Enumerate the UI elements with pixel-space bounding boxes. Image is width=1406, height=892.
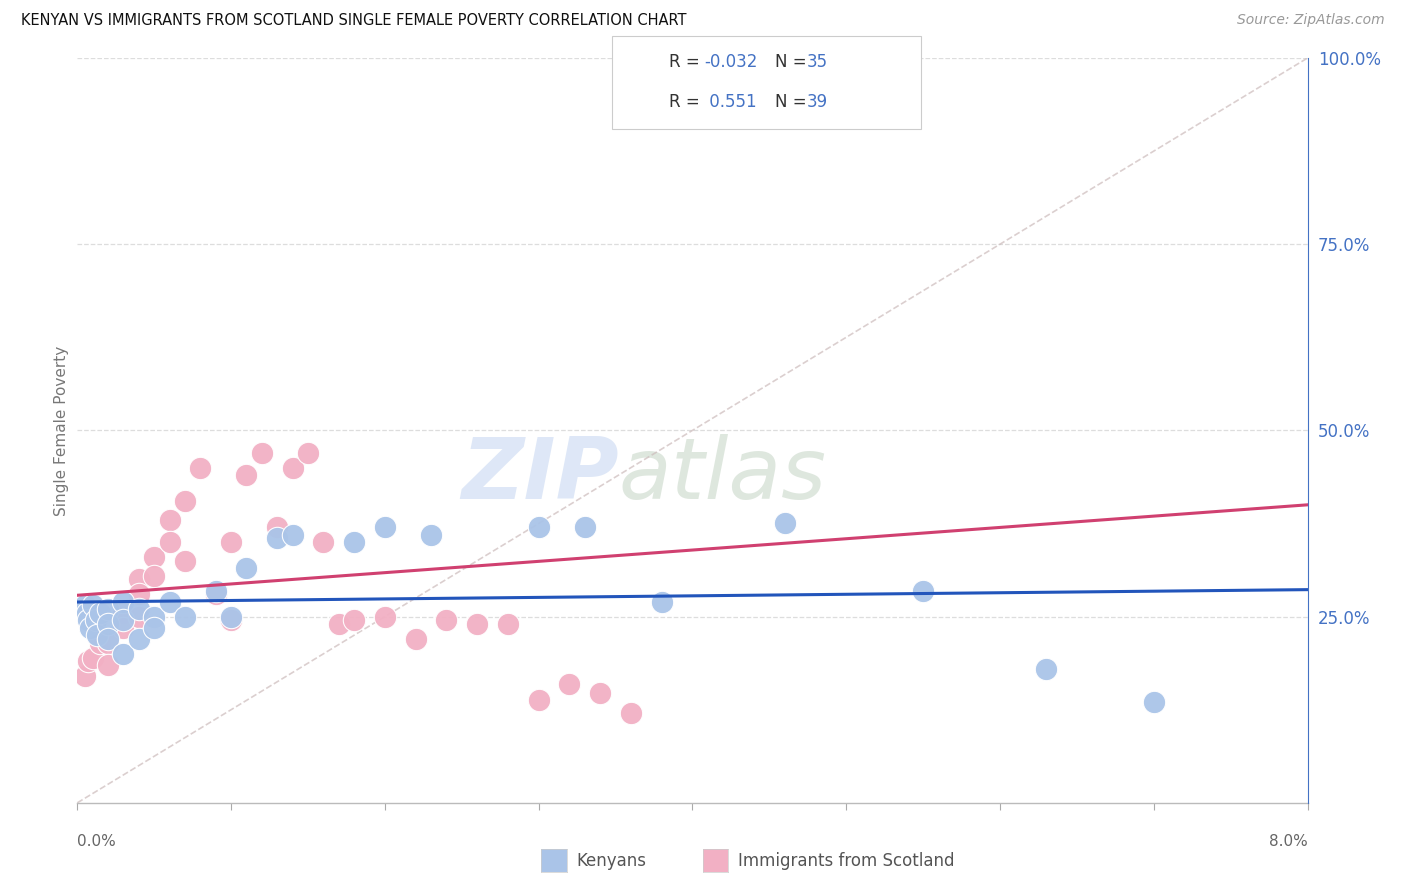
Point (190, 460, 212, 475)
Point (143, 621, 166, 635)
Point (527, 693, 550, 707)
Text: 35: 35 (807, 53, 828, 70)
Point (97, 658, 120, 673)
Point (112, 647, 135, 661)
Point (128, 632, 150, 646)
Point (143, 549, 166, 564)
Point (112, 613, 135, 627)
Point (651, 595, 673, 609)
Point (496, 617, 519, 632)
Point (174, 554, 197, 568)
Text: Immigrants from Scotland: Immigrants from Scotland (738, 852, 955, 870)
Point (159, 595, 181, 609)
Text: KENYAN VS IMMIGRANTS FROM SCOTLAND SINGLE FEMALE POVERTY CORRELATION CHART: KENYAN VS IMMIGRANTS FROM SCOTLAND SINGL… (21, 13, 686, 29)
Point (112, 621, 135, 635)
Point (159, 513, 181, 527)
Point (97, 635, 120, 649)
Point (89, 606, 111, 620)
Point (219, 535, 242, 549)
Text: 8.0%: 8.0% (1268, 834, 1308, 849)
Point (281, 527, 304, 541)
Y-axis label: Single Female Poverty: Single Female Poverty (53, 345, 69, 516)
Point (374, 609, 396, 624)
Point (128, 587, 150, 601)
Point (297, 446, 319, 460)
Point (773, 516, 796, 531)
Text: ZIP: ZIP (461, 434, 619, 516)
Point (76, 606, 98, 620)
Point (204, 583, 226, 598)
Point (84, 613, 107, 627)
Point (1143, 695, 1166, 709)
Point (128, 573, 150, 587)
Point (574, 520, 596, 534)
Point (82, 599, 104, 613)
Point (1035, 662, 1057, 676)
Point (235, 468, 257, 483)
Point (97, 617, 120, 632)
Point (343, 613, 366, 627)
Point (266, 532, 288, 546)
Point (250, 446, 273, 460)
Text: Kenyans: Kenyans (576, 852, 647, 870)
Point (112, 595, 135, 609)
Text: R =: R = (669, 93, 706, 111)
Point (128, 609, 150, 624)
Point (204, 587, 226, 601)
Point (128, 602, 150, 616)
Point (77, 654, 100, 668)
Point (527, 520, 550, 534)
Point (79, 621, 101, 635)
Point (73, 599, 96, 613)
Text: atlas: atlas (619, 434, 827, 516)
Point (86, 628, 108, 642)
Point (174, 609, 197, 624)
Point (343, 535, 366, 549)
Point (682, 103, 704, 117)
Point (219, 609, 242, 624)
Point (266, 520, 288, 534)
Point (143, 568, 166, 582)
Text: N =: N = (775, 93, 811, 111)
Point (219, 613, 242, 627)
Point (77, 613, 100, 627)
Point (143, 609, 166, 624)
Point (589, 685, 612, 699)
Text: Source: ZipAtlas.com: Source: ZipAtlas.com (1237, 13, 1385, 28)
Text: 39: 39 (807, 93, 828, 111)
Point (558, 676, 581, 690)
Point (73, 669, 96, 683)
Point (174, 494, 197, 508)
Point (112, 606, 135, 620)
Point (328, 617, 350, 632)
Text: 0.551: 0.551 (704, 93, 756, 111)
Point (465, 617, 488, 632)
Point (159, 535, 181, 549)
Point (97, 602, 120, 616)
Text: R =: R = (669, 53, 706, 70)
Point (420, 527, 443, 541)
Point (82, 650, 104, 665)
Point (312, 535, 335, 549)
Point (281, 460, 304, 475)
Point (436, 613, 458, 627)
Point (620, 706, 643, 721)
Point (405, 632, 427, 646)
Text: -0.032: -0.032 (704, 53, 758, 70)
Text: 0.0%: 0.0% (77, 834, 117, 849)
Point (912, 583, 935, 598)
Text: N =: N = (775, 53, 811, 70)
Point (374, 520, 396, 534)
Point (235, 561, 257, 575)
Point (89, 635, 111, 649)
Point (97, 632, 120, 646)
